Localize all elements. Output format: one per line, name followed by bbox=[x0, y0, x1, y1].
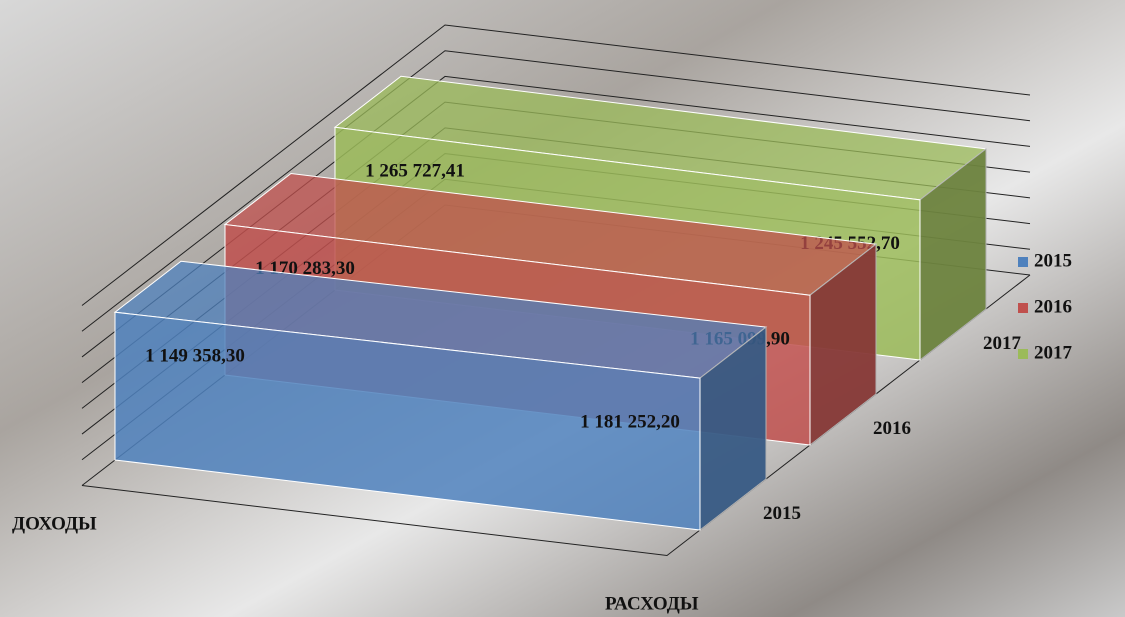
depth-label: 2015 bbox=[763, 503, 801, 524]
legend-label: 2017 bbox=[1034, 342, 1073, 363]
data-label: 1 181 252,20 bbox=[580, 411, 680, 432]
legend-swatch bbox=[1018, 349, 1028, 359]
depth-label: 2017 bbox=[983, 333, 1022, 354]
area-front bbox=[114, 311, 701, 531]
grid-line bbox=[81, 50, 1031, 332]
legend-label: 2016 bbox=[1034, 296, 1072, 317]
legend-label: 2015 bbox=[1034, 250, 1072, 271]
grid-line bbox=[81, 24, 1031, 306]
data-label: 1 265 727,41 bbox=[365, 161, 465, 182]
data-label: 1 149 358,30 bbox=[145, 346, 245, 367]
depth-label: 2016 bbox=[873, 418, 911, 439]
legend-swatch bbox=[1018, 257, 1028, 267]
floor-edge bbox=[81, 274, 1031, 557]
legend-swatch bbox=[1018, 303, 1028, 313]
x-tick-label: РАСХОДЫ bbox=[605, 593, 699, 614]
x-tick-label: ДОХОДЫ bbox=[12, 513, 97, 534]
